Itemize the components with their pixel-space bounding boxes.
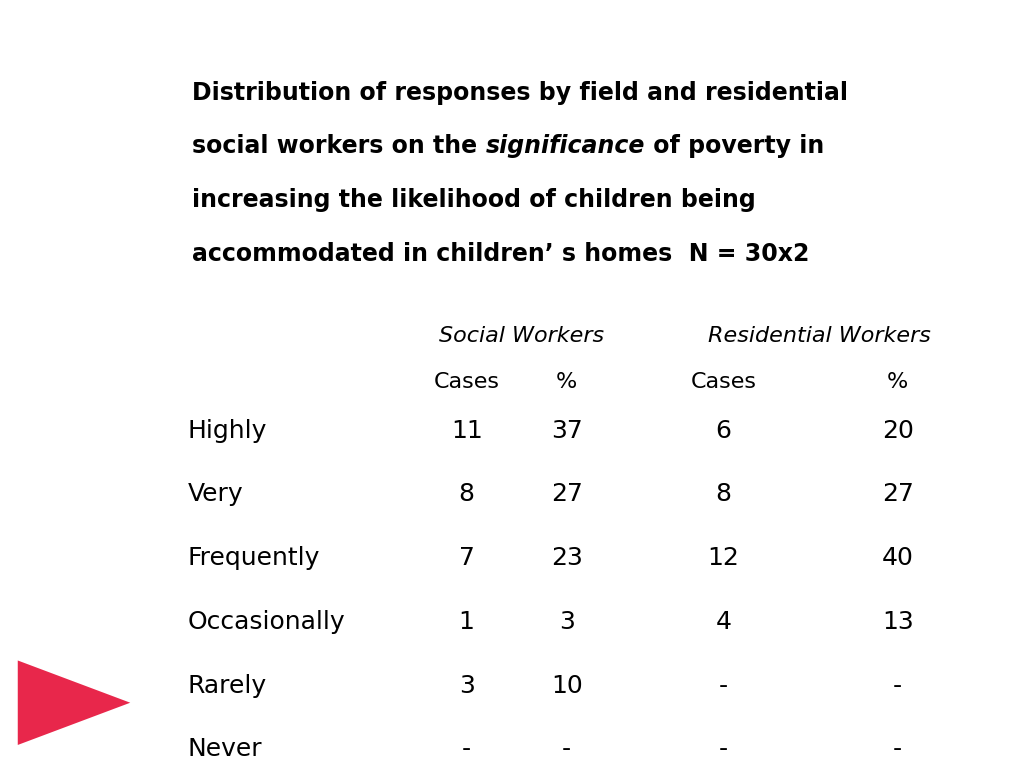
Text: %: % (887, 372, 908, 392)
Text: 37: 37 (551, 419, 583, 442)
Polygon shape (17, 660, 130, 745)
Text: 3: 3 (459, 674, 474, 697)
Text: %: % (556, 372, 578, 392)
Text: -: - (893, 674, 902, 697)
Text: S: S (38, 351, 110, 448)
Text: 20: 20 (882, 419, 913, 442)
Text: S: S (38, 197, 110, 294)
Text: 13: 13 (882, 610, 913, 634)
Text: 27: 27 (551, 482, 583, 506)
Text: Very: Very (188, 482, 244, 506)
Text: 4: 4 (716, 610, 731, 634)
Text: social workers on the: social workers on the (193, 134, 485, 158)
Text: 27: 27 (882, 482, 913, 506)
Text: increasing the likelihood of children being: increasing the likelihood of children be… (193, 188, 756, 212)
Text: accommodated in children’ s homes  N = 30x2: accommodated in children’ s homes N = 30… (193, 242, 810, 266)
Text: 7: 7 (459, 546, 474, 570)
Text: 12: 12 (708, 546, 739, 570)
Text: -: - (719, 674, 728, 697)
Text: Frequently: Frequently (188, 546, 321, 570)
Text: Rarely: Rarely (188, 674, 267, 697)
Text: Highly: Highly (188, 419, 267, 442)
Text: 10: 10 (551, 674, 583, 697)
Text: 6: 6 (716, 419, 731, 442)
Text: W: W (18, 505, 129, 601)
Text: Never: Never (188, 737, 262, 761)
Text: 8: 8 (716, 482, 731, 506)
Text: -: - (893, 737, 902, 761)
Text: Residential Workers: Residential Workers (708, 326, 931, 346)
Text: Social Workers: Social Workers (438, 326, 603, 346)
Text: -: - (562, 737, 571, 761)
Text: 3: 3 (559, 610, 574, 634)
Text: 11: 11 (451, 419, 482, 442)
Text: 8: 8 (459, 482, 475, 506)
Text: -: - (719, 737, 728, 761)
Text: 23: 23 (551, 546, 583, 570)
Text: 1: 1 (459, 610, 474, 634)
Text: Distribution of responses by field and residential: Distribution of responses by field and r… (193, 81, 848, 104)
Text: Cases: Cases (433, 372, 500, 392)
Text: -: - (462, 737, 471, 761)
Text: of poverty in: of poverty in (645, 134, 824, 158)
Text: significance: significance (485, 134, 645, 158)
Text: Cases: Cases (690, 372, 757, 392)
Text: Occasionally: Occasionally (188, 610, 345, 634)
Text: G: G (33, 44, 115, 141)
Text: 40: 40 (882, 546, 913, 570)
